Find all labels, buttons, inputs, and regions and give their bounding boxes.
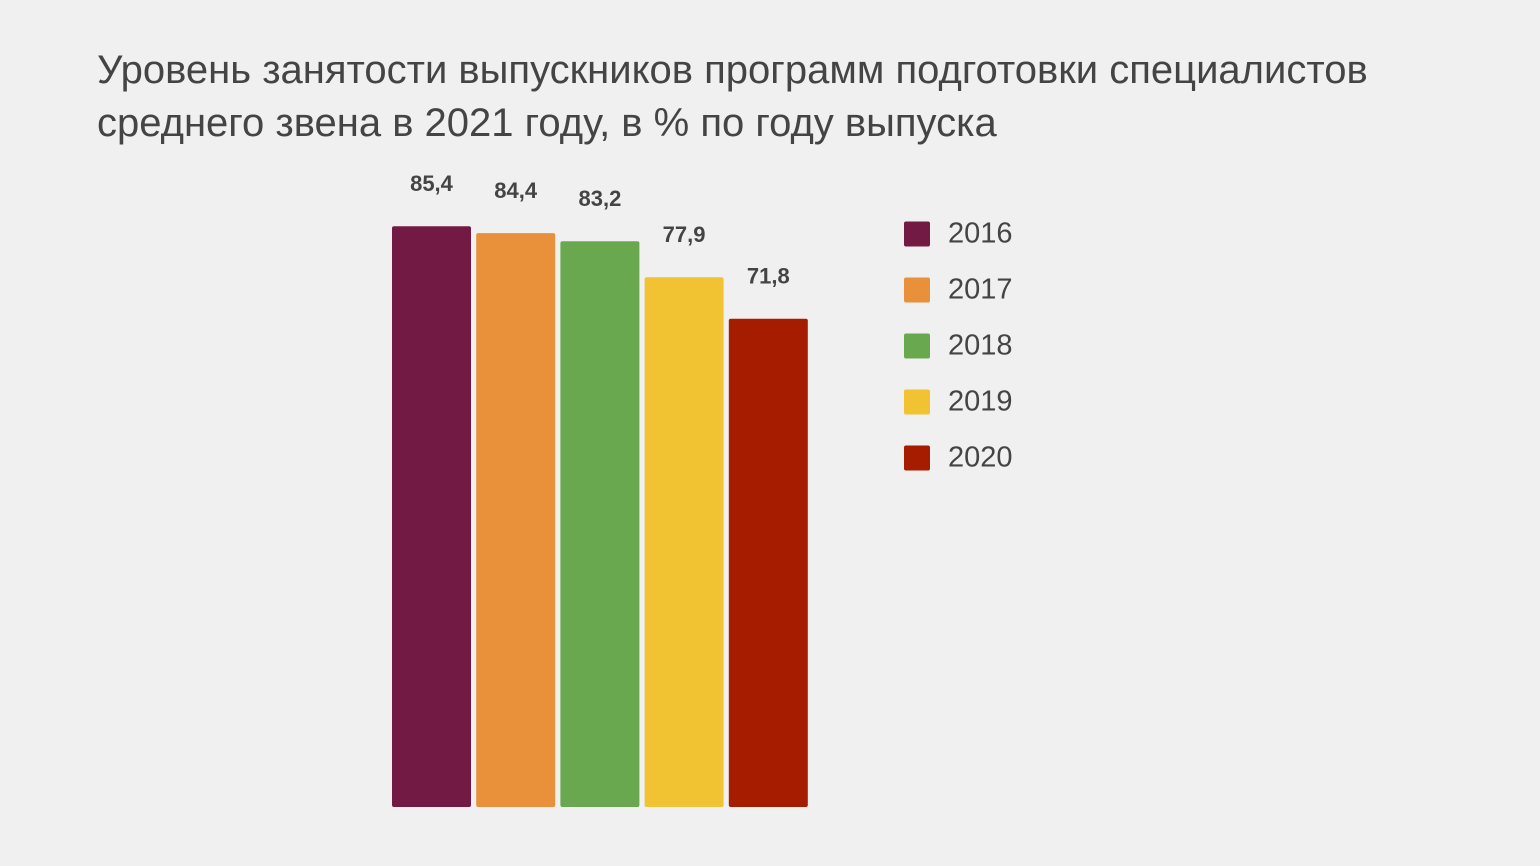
legend-label: 2018 <box>948 330 1013 362</box>
legend-label: 2020 <box>948 442 1013 474</box>
legend-swatch <box>904 221 930 247</box>
bar <box>644 277 724 807</box>
value-label: 77,9 <box>663 222 706 247</box>
bar <box>476 233 556 807</box>
value-label: 84,4 <box>494 178 538 203</box>
bar <box>560 241 640 808</box>
value-label: 71,8 <box>747 264 790 289</box>
legend-label: 2016 <box>948 218 1013 250</box>
bar <box>392 226 471 807</box>
legend-label: 2017 <box>948 274 1013 306</box>
legend-swatch <box>904 277 930 303</box>
chart-title: Уровень занятости выпускников программ п… <box>97 48 1368 145</box>
legend-label: 2019 <box>948 386 1013 418</box>
value-label: 85,4 <box>410 171 454 196</box>
value-label: 83,2 <box>578 186 621 211</box>
bar <box>728 318 808 807</box>
legend-swatch <box>904 389 930 415</box>
legend-swatch <box>904 333 930 359</box>
legend-swatch <box>904 445 930 471</box>
